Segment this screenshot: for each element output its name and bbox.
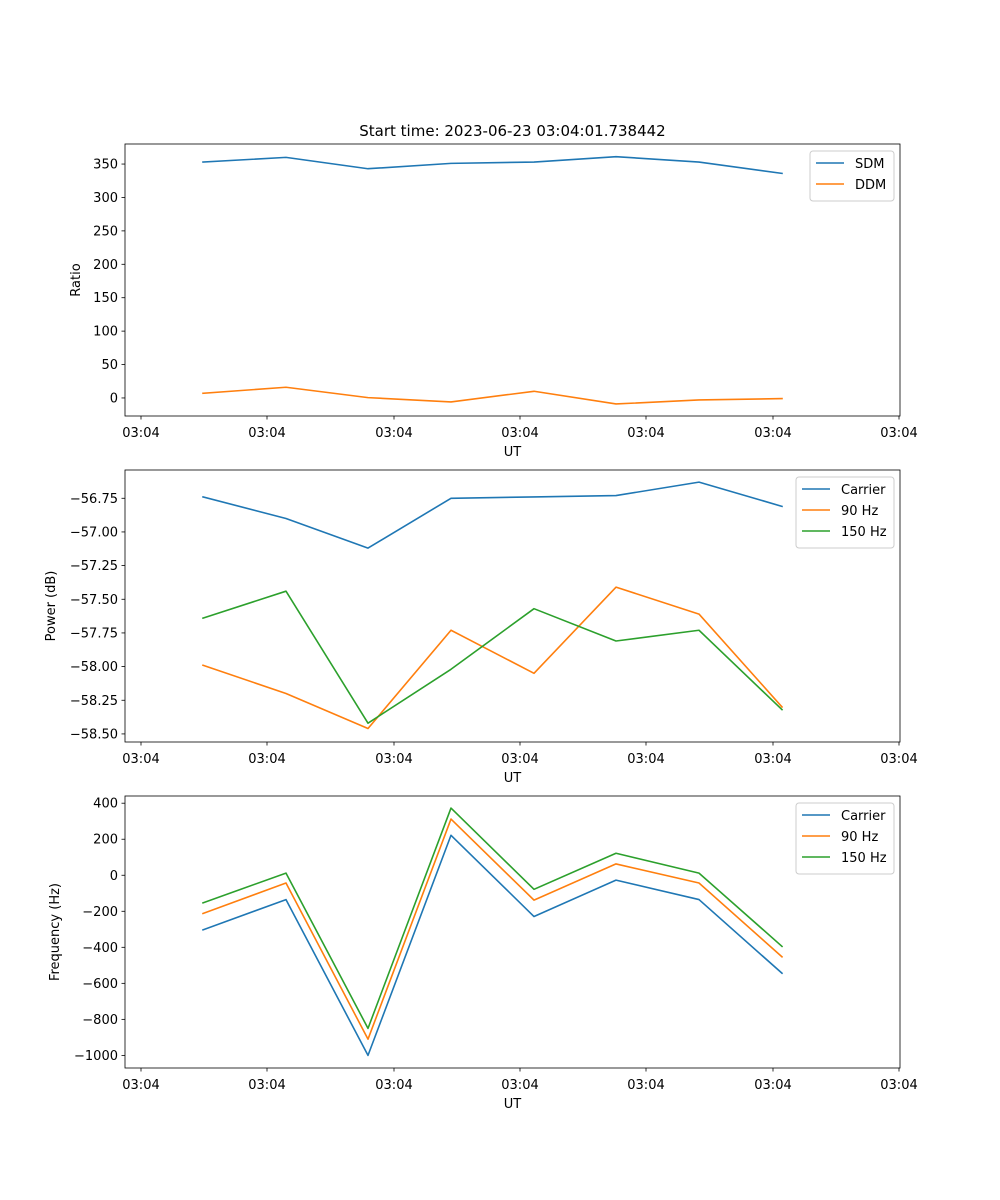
y-tick-label: −57.50 [70, 593, 118, 608]
axes-frame [124, 795, 901, 1069]
legend-label: DDM [855, 178, 886, 193]
y-tick-label: 250 [93, 224, 118, 239]
series-line-carrier [201, 834, 784, 1057]
y-tick-label: 100 [93, 325, 118, 340]
y-axis-label: Ratio [69, 263, 84, 296]
x-tick-label: 03:04 [248, 1078, 285, 1093]
x-tick-label: 03:04 [880, 752, 917, 767]
legend: SDM DDM [809, 150, 895, 202]
series-line-sdm [202, 155, 783, 175]
y-tick-label: −57.00 [70, 525, 118, 540]
x-tick-label: 03:04 [375, 426, 412, 441]
chart-panel-1: 0 50 100 150 200 250 300 350 03:04 03:04 03:04 03:0… [69, 143, 918, 460]
x-tick-label: 03:04 [122, 1078, 159, 1093]
x-tick-label: 03:04 [122, 752, 159, 767]
x-tick-label: 03:04 [754, 1078, 791, 1093]
legend-label: Carrier [841, 483, 886, 498]
legend-label: 150 Hz [841, 851, 887, 866]
legend: Carrier 90 Hz 150 Hz [795, 802, 895, 875]
y-tick-label: 400 [93, 797, 118, 812]
x-tick-label: 03:04 [880, 426, 917, 441]
x-tick-label: 03:04 [122, 426, 159, 441]
legend: Carrier 90 Hz 150 Hz [795, 476, 895, 549]
x-tick-label: 03:04 [880, 1078, 917, 1093]
x-axis-label: UT [504, 771, 522, 786]
legend-label: SDM [855, 157, 884, 172]
x-tick-label: 03:04 [754, 426, 791, 441]
y-tick-label: 50 [101, 358, 118, 373]
x-tick-label: 03:04 [375, 1078, 412, 1093]
y-tick-label: −56.75 [70, 492, 118, 507]
y-tick-label: −1000 [74, 1049, 118, 1064]
series-line-150-hz [201, 807, 784, 1030]
x-tick-label: 03:04 [501, 426, 538, 441]
series-line-90-hz [201, 818, 784, 1040]
y-tick-label: −600 [82, 977, 118, 992]
y-tick-label: 150 [93, 291, 118, 306]
x-tick-label: 03:04 [501, 752, 538, 767]
x-tick-label: 03:04 [627, 752, 664, 767]
panels: 0 50 100 150 200 250 300 350 03:04 03:04 03:04 03:0… [44, 143, 918, 1112]
y-tick-label: −58.50 [70, 727, 118, 742]
x-tick-label: 03:04 [375, 752, 412, 767]
x-axis-label: UT [504, 445, 522, 460]
y-tick-label: −58.00 [70, 660, 118, 675]
y-tick-label: −200 [82, 905, 118, 920]
y-axis-label: Frequency (Hz) [48, 883, 63, 981]
y-tick-label: −57.75 [70, 626, 118, 641]
legend-label: 90 Hz [841, 830, 878, 845]
y-tick-label: 200 [93, 258, 118, 273]
series-line-90-hz [201, 586, 784, 730]
x-tick-label: 03:04 [501, 1078, 538, 1093]
legend-label: 90 Hz [841, 504, 878, 519]
y-tick-label: 200 [93, 833, 118, 848]
series-line-150-hz [201, 590, 784, 724]
y-tick-label: −800 [82, 1013, 118, 1028]
axes-frame [124, 143, 901, 417]
x-tick-label: 03:04 [627, 426, 664, 441]
y-tick-label: 0 [110, 391, 118, 406]
y-tick-label: −400 [82, 941, 118, 956]
y-tick-label: 350 [93, 158, 118, 173]
figure-title: Start time: 2023-06-23 03:04:01.738442 [359, 122, 665, 140]
y-tick-label: 300 [93, 191, 118, 206]
legend-label: Carrier [841, 809, 886, 824]
x-tick-label: 03:04 [248, 426, 285, 441]
y-axis-label: Power (dB) [44, 571, 59, 642]
chart-panel-3: 400 200 0 −200 −400 −600 −800 −1000 03:04 03:04 03… [48, 795, 918, 1112]
series-line-carrier [202, 481, 783, 549]
series-line-ddm [202, 386, 783, 405]
legend-label: 150 Hz [841, 525, 887, 540]
y-tick-label: −58.25 [70, 694, 118, 709]
x-tick-label: 03:04 [754, 752, 791, 767]
axes-frame [124, 469, 901, 743]
x-tick-label: 03:04 [627, 1078, 664, 1093]
x-tick-label: 03:04 [248, 752, 285, 767]
chart-panel-2: −56.75 −57.00 −57.25 −57.50 −57.75 −58.00 −58.… [44, 469, 918, 786]
x-axis-label: UT [504, 1097, 522, 1112]
y-tick-label: −57.25 [70, 559, 118, 574]
y-tick-label: 0 [110, 869, 118, 884]
